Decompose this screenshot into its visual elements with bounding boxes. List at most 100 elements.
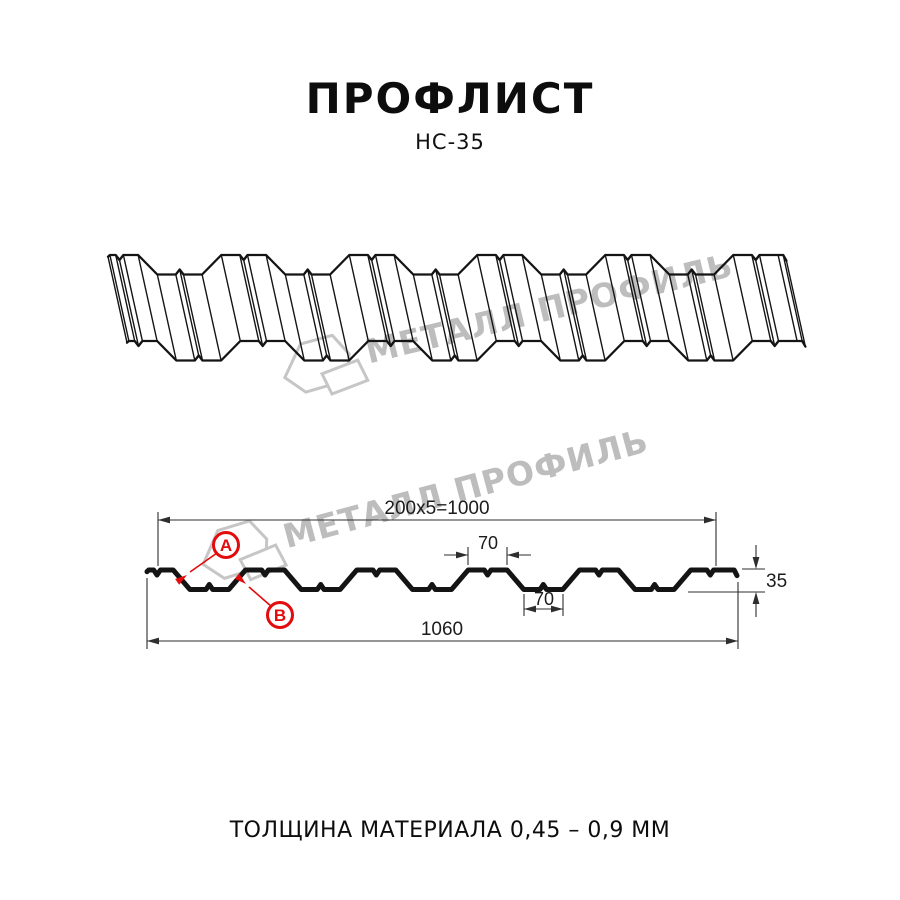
fold-line [623,254,644,342]
page-subtitle: НС-35 [415,130,485,154]
dim-height: 35 [688,545,787,617]
fold-line [239,254,260,342]
fold-line [109,254,130,342]
fold-line [438,273,460,362]
fold-line [284,273,305,362]
fold-line [566,273,588,362]
fold-line [630,254,652,342]
fold-line [371,259,392,347]
dim-crest-width-label: 70 [478,533,498,553]
fold-line [118,259,140,347]
fold-line [242,259,264,347]
fold-line [348,254,369,342]
fold-line [499,259,520,347]
arrowhead [507,551,519,559]
watermark-text: МЕТАЛЛ ПРОФИЛЬ [279,421,653,556]
fold-line [668,273,689,362]
fold-line [476,254,497,342]
arrowhead [456,551,468,559]
section-view: 200x5=1000 70 70 [144,498,787,649]
fold-line [367,254,388,342]
arrowhead [234,573,246,584]
dim-overall-width: 1060 [146,578,739,649]
arrowhead [551,605,563,613]
fold-line [182,273,204,362]
fold-line [751,254,772,342]
fold-line [540,273,561,362]
marker-a: A [175,531,240,585]
sheet-3d-view [106,253,807,362]
fold-line [246,254,268,342]
profile-outline [144,567,740,592]
fold-line [732,254,753,342]
fold-line [265,254,286,342]
fold-line [175,273,196,362]
marker-b: B [234,573,294,629]
fold-line [220,254,242,342]
dim-valley-width: 70 [523,589,564,616]
fold-line [755,259,776,347]
arrowhead [752,557,760,569]
fold-line [310,273,332,362]
fold-line [713,273,734,362]
fold-line [307,268,328,357]
fold-line [758,254,780,342]
fold-line [585,273,606,362]
fold-line [107,256,128,344]
fold-line [201,273,222,362]
fold-line [687,273,708,362]
marker-a-circle [212,531,240,559]
fold-line [649,254,670,342]
fold-line [495,254,516,342]
fold-line [329,273,350,362]
watermark-upper: МЕТАЛЛ ПРОФИЛЬ [282,246,737,396]
marker-b-label: B [274,606,286,625]
dim-top-width: 200x5=1000 [157,498,717,566]
fold-line [122,254,144,342]
fold-line [563,268,584,357]
fold-line [604,254,625,342]
arrowhead [704,516,716,524]
arrowhead [726,637,738,645]
fold-line [785,259,807,348]
page-title: ПРОФЛИСТ [305,74,595,123]
sheet-back-edge [106,253,788,276]
fold-line [156,273,178,362]
arrowhead [158,516,170,524]
fold-line [435,268,456,357]
fold-line [502,254,524,342]
fold-line [431,273,452,362]
fold-line [457,273,478,362]
marker-b-leader [248,586,273,608]
fold-line [393,254,414,342]
sheet-front-edge [125,339,807,362]
marker-a-leader [189,552,218,573]
fold-line [559,273,580,362]
fold-line [303,273,324,362]
fold-line [137,254,158,342]
arrowhead [175,575,187,585]
dim-valley-width-label: 70 [534,589,554,609]
dim-crest-width: 70 [444,533,531,565]
dim-top-width-label: 200x5=1000 [384,498,489,519]
fold-line [114,254,136,342]
fold-line [694,273,716,362]
arrowhead [147,637,159,645]
fold-line [412,273,433,362]
section-profile [144,567,740,592]
fold-line [521,254,542,342]
arrowhead [524,605,536,613]
fold-line [691,268,712,357]
arrowhead [752,592,760,604]
footer-note: ТОЛЩИНА МАТЕРИАЛА 0,45 – 0,9 ММ [229,818,671,843]
fold-line [627,259,648,347]
fold-line [178,268,200,357]
fold-line [374,254,396,342]
marker-b-circle [266,601,294,629]
dim-height-label: 35 [766,571,787,592]
fold-line [782,254,803,342]
fold-line [777,254,798,342]
dim-overall-width-label: 1060 [421,619,463,640]
